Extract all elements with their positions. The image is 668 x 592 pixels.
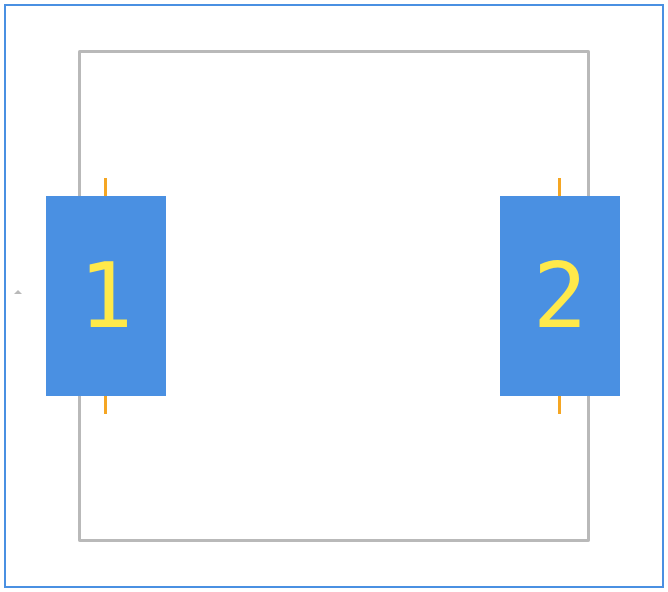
pad-1-label: 1 [79, 244, 133, 349]
lead-top-right [558, 178, 561, 196]
pad-2-label: 2 [533, 244, 587, 349]
lead-bottom-right [558, 396, 561, 414]
origin-marker-icon [14, 290, 22, 294]
lead-bottom-left [104, 396, 107, 414]
pad-2: 2 [500, 196, 620, 396]
lead-top-left [104, 178, 107, 196]
pad-1: 1 [46, 196, 166, 396]
